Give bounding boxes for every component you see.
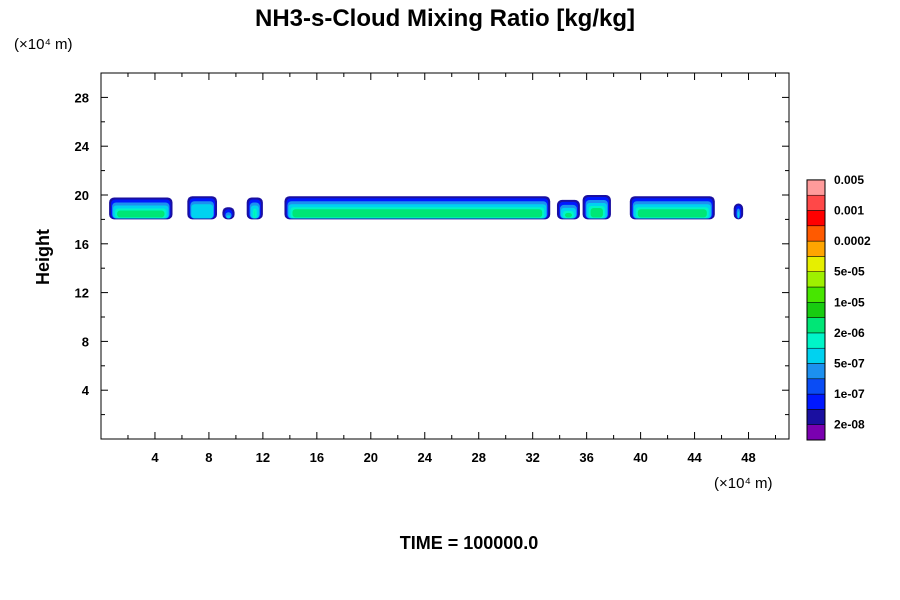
colorbar-swatch [806,225,826,242]
cloud-core [637,209,707,218]
colorbar-swatch [806,240,826,257]
cloud-field [109,195,744,220]
y-axis-label: Height [33,229,53,285]
colorbar-swatch [806,363,826,380]
colorbar-tick-label: 5e-07 [834,357,865,371]
colorbar-frame [806,179,826,441]
colorbar-swatch [806,210,826,227]
colorbar-tick-label: 5e-05 [834,265,865,279]
cloud-band [226,215,231,219]
colorbar-swatch [806,332,826,349]
colorbar-swatch [806,347,826,364]
colorbar: 2e-08 1e-07 5e-07 2e-06 1e-05 5e-05 0.0002 0.00… [806,173,871,441]
colorbar-tick-label: 1e-07 [834,387,865,401]
cloud-band [191,204,214,219]
colorbar-tick-label: 0.001 [834,204,864,218]
x-tick-label: 40 [633,450,647,465]
colorbar-swatch [806,302,826,318]
x-tick-label: 36 [579,450,593,465]
x-tick-label: 16 [310,450,324,465]
y-tick-label: 16 [75,237,89,252]
colorbar-swatch [806,256,826,272]
x-tick-label: 20 [364,450,378,465]
x-tick-label: 8 [205,450,212,465]
colorbar-swatch [806,317,826,334]
y-tick-label: 4 [82,383,90,398]
y-tick-label: 28 [75,90,89,105]
colorbar-tick-label: 2e-08 [834,418,865,432]
cloud-core [292,209,543,218]
colorbar-swatch [806,409,826,425]
x-tick-label: 24 [418,450,433,465]
x-tick-label: 4 [151,450,159,465]
x-tick-label: 12 [256,450,270,465]
colorbar-swatch [806,271,826,288]
colorbar-tick-label: 0.0002 [834,234,871,248]
x-unit-label: (×10⁴ m) [714,475,773,492]
x-tick-label: 44 [687,450,702,465]
colorbar-swatch [806,393,826,410]
colorbar-tick-label: 0.005 [834,173,864,187]
colorbar-swatch [806,424,826,441]
colorbar-swatch [806,194,826,211]
x-tick-label: 32 [525,450,539,465]
y-tick-label: 8 [82,334,89,349]
cloud-core [117,210,165,218]
y-tick-label: 20 [75,188,89,203]
colorbar-tick-label: 1e-05 [834,295,865,309]
y-unit-label: (×10⁴ m) [14,36,73,53]
chart-title: NH3-s-Cloud Mixing Ratio [kg/kg] [255,5,635,32]
y-tick-label: 24 [75,139,90,154]
colorbar-swatch [806,378,826,395]
plot-frame [100,72,790,440]
cloud-band [737,211,740,219]
colorbar-swatch [806,179,826,196]
x-tick-label: 28 [471,450,485,465]
time-label: TIME = 100000.0 [400,533,539,553]
colorbar-swatch [806,286,826,303]
colorbar-tick-label: 2e-06 [834,326,865,340]
y-tick-label: 12 [75,286,89,301]
cloud-core [590,208,603,218]
cloud-core [564,212,572,218]
x-tick-label: 48 [741,450,755,465]
